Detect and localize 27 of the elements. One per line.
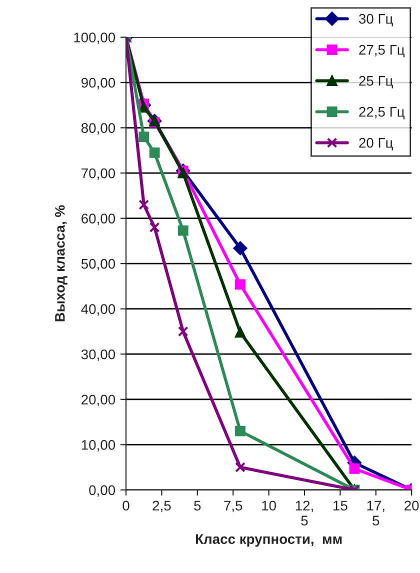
x-tick-label: 20	[404, 500, 419, 511]
y-tick-label: 40,00	[81, 304, 116, 316]
y-tick-label: 90,00	[81, 78, 116, 90]
x-tick-label: 5	[194, 500, 201, 511]
x-tick-label: 10	[262, 500, 276, 511]
y-tick-label: 0,00	[89, 485, 116, 497]
y-tick-label: 10,00	[82, 440, 116, 452]
x-tick-label: 15	[334, 500, 348, 511]
legend-label: 20 Гц	[359, 138, 393, 150]
legend-label: 27,5 Гц	[359, 44, 404, 58]
y-tick-label: 70,00	[82, 168, 116, 180]
legend-label: 30 Гц	[358, 14, 393, 26]
y-axis-title: Выход класса, %	[55, 205, 68, 322]
y-tick-label: 100,00	[74, 32, 116, 44]
legend-label: 22,5 Гц	[359, 106, 404, 120]
x-tick-label: 7,5	[224, 500, 242, 512]
x-tick-label: 12, 5	[296, 500, 313, 526]
x-axis-title: Класс крупности, мм	[196, 534, 342, 547]
y-tick-label: 30,00	[81, 349, 116, 361]
y-tick-label: 60,00	[82, 214, 116, 226]
x-tick-label: 17, 5	[367, 500, 384, 526]
legend-label: 25 Гц	[359, 76, 393, 88]
x-tick-label: 0	[122, 500, 130, 511]
x-tick-label: 2,5	[152, 500, 171, 512]
y-tick-label: 50,00	[81, 258, 116, 270]
y-tick-label: 20,00	[82, 394, 116, 406]
y-tick-label: 80,00	[81, 123, 116, 135]
